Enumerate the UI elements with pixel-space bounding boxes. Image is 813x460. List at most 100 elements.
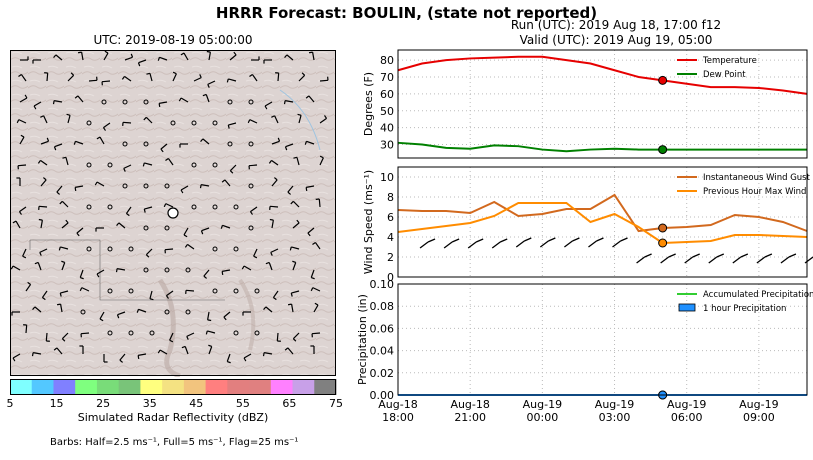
wind-barb (283, 100, 294, 105)
wind-barb (38, 218, 43, 229)
calm-wind-marker (227, 141, 233, 147)
wind-barb (262, 352, 273, 357)
wind-barb (208, 344, 213, 355)
colorbar-frame (10, 379, 336, 395)
wind-barb (59, 290, 69, 297)
wind-barb (53, 143, 63, 151)
wind-barb (145, 248, 153, 258)
colorbar-swatch (292, 379, 315, 395)
calm-wind-marker (233, 204, 239, 210)
colorbar-swatch (96, 379, 120, 395)
wind-barb (271, 115, 279, 124)
wind-barb (12, 220, 21, 229)
wind-barb (780, 256, 790, 264)
colorbar-ticks: 5 15 25 35 45 55 65 75 (7, 397, 344, 411)
wind-barb (146, 72, 153, 82)
wind-barb (304, 140, 315, 145)
wind-barb (31, 352, 42, 357)
panel-frame (397, 166, 808, 278)
y-tick-label: 0 (387, 271, 394, 284)
wind-barb (37, 159, 48, 166)
wind-barb (293, 156, 300, 166)
calm-wind-marker (212, 288, 218, 294)
calm-wind-marker (233, 246, 239, 252)
wind-barb (149, 290, 154, 301)
wind-barb (427, 238, 436, 243)
wind-barb (179, 143, 188, 148)
wind-barb (268, 159, 279, 166)
map-title: UTC: 2019-08-19 05:00:00 (93, 33, 253, 47)
wind-barb (270, 248, 279, 256)
wind-barb (56, 185, 63, 195)
wind-barb (33, 101, 42, 110)
wind-barb (203, 269, 210, 279)
x-tick-label: 06:00 (671, 411, 703, 424)
wind-barb (19, 94, 28, 103)
wind-barb (207, 311, 212, 322)
y-tick-label: 50 (380, 105, 394, 118)
x-tick-label: Aug-19 (595, 398, 634, 411)
wind-barb (16, 177, 21, 186)
wind-barb (548, 237, 556, 242)
wind-barb (157, 349, 168, 355)
wind-barb (221, 269, 231, 276)
wind-barb (644, 253, 652, 258)
colorbar-swatch (249, 379, 272, 395)
wind-barb (276, 332, 281, 342)
wind-barb (122, 121, 132, 126)
y-tick-label: 70 (380, 71, 394, 84)
wind-barb (103, 354, 108, 363)
wind-barb (183, 227, 189, 238)
panel-frame (397, 49, 808, 159)
y-axis-label: Precipitation (in) (356, 294, 369, 385)
wind-barb (804, 256, 813, 264)
wind-barb (269, 205, 279, 210)
valid-label: Valid (UTC): 2019 Aug 19, 05:00 (519, 33, 713, 47)
wind-barb (199, 184, 210, 189)
wind-barb (16, 119, 27, 124)
wind-barb (39, 248, 48, 256)
wind-barb (308, 51, 315, 61)
wind-barb (588, 240, 597, 248)
wind-barb (124, 53, 134, 61)
wind-barb (221, 179, 231, 187)
wind-barb-map (10, 50, 336, 377)
wind-barb (265, 261, 273, 271)
y-tick-label: 2 (387, 251, 394, 264)
wind-barb (253, 248, 258, 259)
calm-wind-marker (122, 183, 128, 189)
wind-barb (248, 164, 258, 170)
calm-wind-marker (233, 288, 239, 294)
y-tick-label: 0.02 (370, 367, 395, 380)
x-tick-label: Aug-18 (378, 398, 417, 411)
wind-barb (19, 134, 25, 145)
wind-barb (242, 311, 251, 316)
wind-barb (137, 353, 147, 360)
wind-barb (172, 71, 177, 82)
wind-barb (96, 136, 105, 145)
wind-barb (165, 290, 174, 299)
wind-barb (226, 353, 231, 364)
wind-barb (223, 311, 231, 321)
wind-barb (40, 177, 47, 187)
wind-barb (94, 181, 105, 187)
panel-frame (397, 283, 808, 396)
wind-barb (292, 219, 300, 229)
wind-barb (80, 332, 90, 338)
wind-barb (636, 256, 645, 264)
y-axis-label: Wind Speed (ms⁻¹) (362, 170, 375, 274)
wind-barb (164, 248, 174, 254)
wind-barb (61, 219, 69, 229)
wind-barb (732, 256, 742, 264)
wind-barb (290, 290, 300, 297)
wind-barb (40, 137, 50, 145)
calm-wind-marker (248, 225, 254, 231)
wind-barb (181, 345, 189, 355)
wind-barb (185, 289, 195, 294)
wind-barb (88, 76, 98, 82)
wind-barb (313, 302, 319, 313)
calm-wind-marker (128, 330, 134, 336)
reflectivity-colorbar (10, 379, 337, 395)
calm-wind-marker (191, 120, 197, 126)
wind-barb (96, 269, 105, 278)
